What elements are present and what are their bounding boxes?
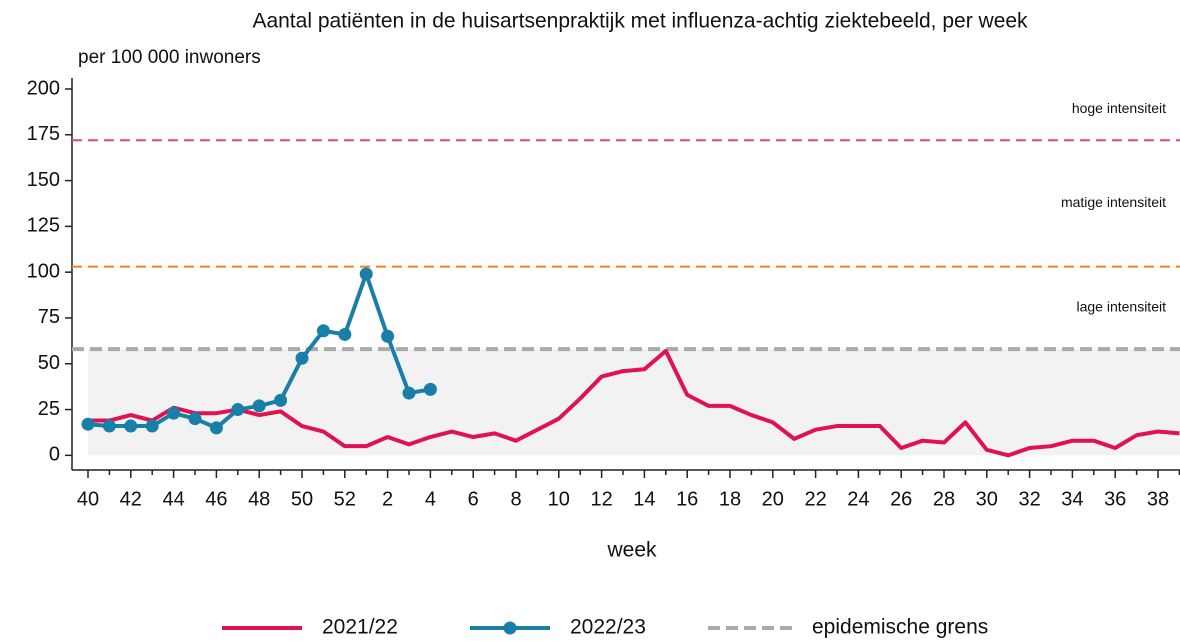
point (209, 421, 223, 435)
x-tick-label: 16 (676, 488, 698, 510)
legend-label: 2022/23 (570, 616, 646, 639)
x-tick-label: 22 (804, 488, 826, 510)
annotation: matige intensiteit (1061, 194, 1166, 210)
legend-label: 2021/22 (322, 616, 398, 639)
x-tick-label: 4 (425, 488, 436, 510)
point (102, 419, 116, 433)
legend-label: epidemische grens (812, 616, 988, 639)
x-tick-label: 20 (762, 488, 784, 510)
y-tick-label: 0 (49, 444, 60, 466)
point (359, 267, 373, 281)
x-tick-label: 34 (1061, 488, 1083, 510)
x-axis-label: week (606, 539, 657, 562)
y-tick-label: 25 (38, 398, 60, 420)
x-tick-label: 18 (719, 488, 741, 510)
point (295, 351, 309, 365)
point (316, 324, 330, 338)
x-tick-label: 36 (1104, 488, 1126, 510)
point (402, 386, 416, 400)
y-tick-label: 100 (27, 260, 60, 282)
x-tick-label: 12 (590, 488, 612, 510)
annotation: lage intensiteit (1076, 299, 1166, 315)
legend-marker (503, 621, 517, 635)
x-tick-label: 42 (120, 488, 142, 510)
point (423, 382, 437, 396)
x-tick-label: 14 (633, 488, 655, 510)
chart-title: Aantal patiënten in de huisartsenpraktij… (252, 10, 1028, 33)
x-tick-label: 48 (248, 488, 270, 510)
series-line (88, 348, 1180, 458)
x-tick-label: 28 (933, 488, 955, 510)
point (167, 406, 181, 420)
x-tick-label: 44 (162, 488, 184, 510)
y-axis-label: per 100 000 inwoners (78, 47, 261, 68)
point (124, 419, 138, 433)
epidemic-area (88, 349, 1180, 456)
x-tick-label: 10 (548, 488, 570, 510)
point (338, 327, 352, 341)
y-tick-label: 75 (38, 306, 60, 328)
point (231, 403, 245, 417)
point (274, 393, 288, 407)
x-tick-label: 24 (847, 488, 869, 510)
x-tick-label: 6 (468, 488, 479, 510)
x-tick-label: 50 (291, 488, 313, 510)
point (381, 329, 395, 343)
point (81, 417, 95, 431)
point (252, 399, 266, 413)
x-tick-label: 26 (890, 488, 912, 510)
x-tick-label: 40 (77, 488, 99, 510)
x-tick-label: 32 (1018, 488, 1040, 510)
point (145, 419, 159, 433)
x-tick-label: 8 (510, 488, 521, 510)
x-tick-label: 46 (205, 488, 227, 510)
y-tick-label: 150 (27, 169, 60, 191)
y-tick-label: 50 (38, 352, 60, 374)
x-tick-label: 52 (334, 488, 356, 510)
y-tick-label: 125 (27, 215, 60, 237)
x-tick-label: 38 (1147, 488, 1169, 510)
x-tick-label: 2 (382, 488, 393, 510)
y-tick-label: 175 (27, 123, 60, 145)
y-tick-label: 200 (27, 77, 60, 99)
x-tick-label: 30 (976, 488, 998, 510)
point (188, 412, 202, 426)
annotation: hoge intensiteit (1072, 100, 1166, 116)
